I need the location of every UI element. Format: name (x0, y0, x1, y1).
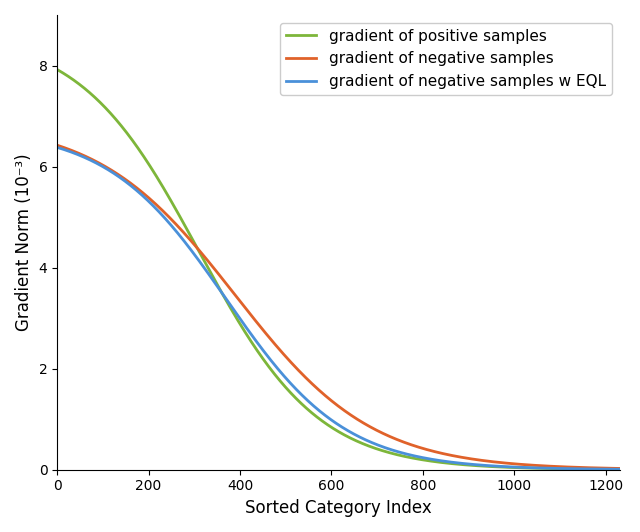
gradient of negative samples (269, 338, 276, 345)
gradient of negative samples (616, 466, 623, 472)
gradient of positive samples (293, 396, 301, 403)
gradient of negative samples (151, 200, 159, 206)
gradient of positive samples (616, 466, 623, 472)
gradient of negative samples (544, 463, 552, 469)
gradient of positive samples (53, 66, 61, 73)
Legend: gradient of positive samples, gradient of negative samples, gradient of negative: gradient of positive samples, gradient o… (280, 23, 612, 95)
gradient of positive samples (118, 123, 125, 129)
gradient of negative samples w EQL (118, 175, 125, 181)
gradient of positive samples (269, 369, 276, 375)
Line: gradient of negative samples: gradient of negative samples (57, 145, 620, 469)
gradient of positive samples (544, 466, 552, 472)
gradient of negative samples w EQL (605, 466, 612, 472)
gradient of negative samples w EQL (151, 204, 159, 211)
gradient of positive samples (605, 466, 612, 472)
gradient of positive samples (151, 170, 159, 177)
gradient of negative samples (118, 173, 125, 180)
gradient of negative samples w EQL (544, 465, 552, 471)
gradient of negative samples w EQL (53, 144, 61, 151)
gradient of negative samples (293, 365, 301, 372)
gradient of negative samples (605, 465, 612, 471)
Y-axis label: Gradient Norm (10⁻³): Gradient Norm (10⁻³) (15, 154, 33, 331)
gradient of negative samples (53, 142, 61, 148)
Line: gradient of negative samples w EQL: gradient of negative samples w EQL (57, 147, 620, 469)
gradient of negative samples w EQL (293, 387, 301, 394)
gradient of negative samples w EQL (269, 360, 276, 366)
X-axis label: Sorted Category Index: Sorted Category Index (245, 499, 432, 517)
Line: gradient of positive samples: gradient of positive samples (57, 70, 620, 469)
gradient of negative samples w EQL (616, 466, 623, 472)
